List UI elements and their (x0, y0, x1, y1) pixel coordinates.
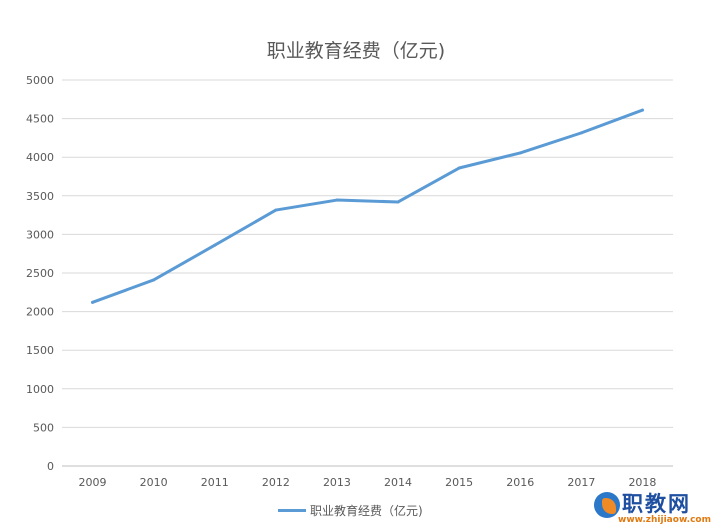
series-line (91, 108, 644, 304)
y-tick-label: 4000 (26, 151, 54, 164)
x-tick-label: 2017 (567, 476, 595, 489)
watermark-text: 职教网 (622, 491, 691, 516)
data-point (213, 243, 217, 247)
watermark-url: www.zhijiaow.com (618, 515, 711, 525)
x-tick-label: 2011 (201, 476, 229, 489)
watermark-logo: 职教网 www.zhijiaow.com (592, 488, 712, 528)
data-point (518, 151, 522, 155)
legend-swatch (278, 509, 306, 512)
x-tick-label: 2013 (323, 476, 351, 489)
data-point (91, 300, 95, 304)
x-tick-label: 2015 (445, 476, 473, 489)
x-tick-label: 2018 (628, 476, 656, 489)
x-tick-label: 2016 (506, 476, 534, 489)
y-tick-label: 2000 (26, 306, 54, 319)
y-tick-label: 0 (47, 460, 54, 473)
logo-icon (594, 492, 620, 518)
x-tick-label: 2009 (79, 476, 107, 489)
y-tick-label: 1500 (26, 344, 54, 357)
data-point (152, 278, 156, 282)
data-point (274, 208, 278, 212)
x-tick-label: 2014 (384, 476, 412, 489)
data-point (579, 131, 583, 135)
legend-label: 职业教育经费（亿元) (310, 504, 423, 518)
y-tick-label: 1000 (26, 383, 54, 396)
x-tick-label: 2010 (140, 476, 168, 489)
y-tick-label: 2500 (26, 267, 54, 280)
chart-title: 职业教育经费（亿元) (266, 40, 446, 62)
y-tick-label: 3000 (26, 228, 54, 241)
data-point (335, 198, 339, 202)
y-tick-label: 4500 (26, 113, 54, 126)
x-tick-label: 2012 (262, 476, 290, 489)
y-tick-label: 500 (33, 421, 54, 434)
data-point (640, 108, 644, 112)
y-tick-label: 5000 (26, 74, 54, 87)
y-tick-label: 3500 (26, 190, 54, 203)
data-point (396, 200, 400, 204)
data-point (457, 166, 461, 170)
legend: 职业教育经费（亿元) (278, 502, 423, 519)
